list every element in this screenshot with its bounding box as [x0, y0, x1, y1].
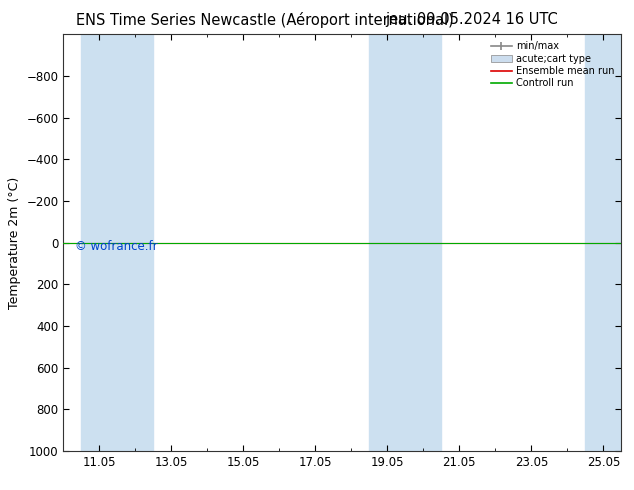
Text: ENS Time Series Newcastle (Aéroport international): ENS Time Series Newcastle (Aéroport inte… [76, 12, 454, 28]
Legend: min/max, acute;cart type, Ensemble mean run, Controll run: min/max, acute;cart type, Ensemble mean … [487, 37, 618, 92]
Bar [370, 34, 441, 451]
Bar [81, 34, 153, 451]
Y-axis label: Temperature 2m (°C): Temperature 2m (°C) [8, 176, 21, 309]
Text: jeu. 09.05.2024 16 UTC: jeu. 09.05.2024 16 UTC [385, 12, 558, 27]
Text: © wofrance.fr: © wofrance.fr [75, 241, 157, 253]
Bar [585, 34, 621, 451]
